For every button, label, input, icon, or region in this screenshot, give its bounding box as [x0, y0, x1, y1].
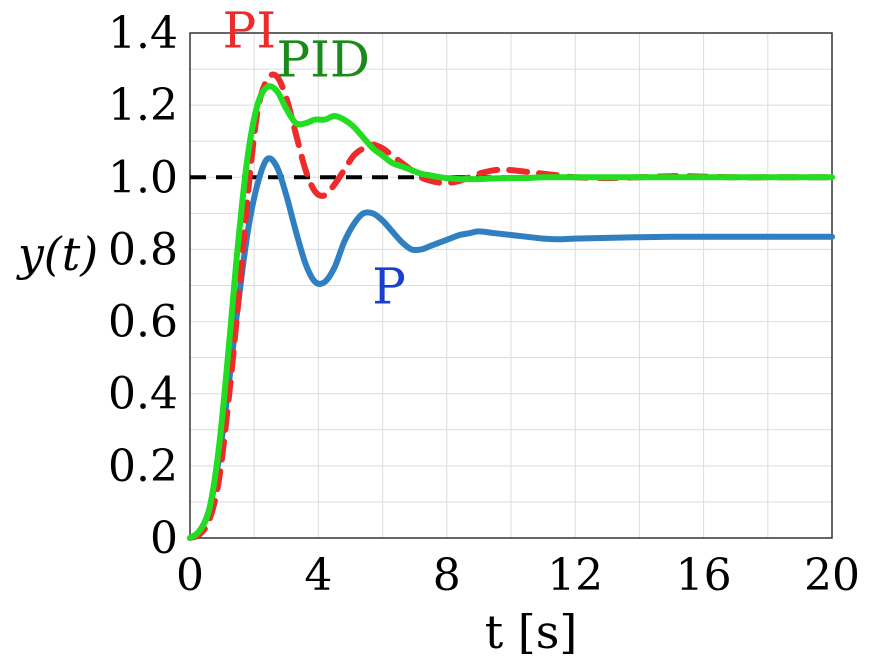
x-tick-label: 20: [804, 550, 860, 601]
series-line-p: [187, 155, 835, 541]
y-tick-label: 1.0: [108, 152, 178, 203]
x-tick-label: 16: [676, 550, 732, 601]
series-label-pi: PI: [223, 1, 276, 59]
x-tick-label: 12: [547, 550, 603, 601]
y-tick-label: 0.8: [108, 224, 178, 275]
series-label-p: P: [372, 258, 406, 316]
series-group: [187, 71, 835, 541]
tick-labels: 0 4 8 12 16 20 0 0.2 0.4 0.6 0.8 1.0 1.2 1.4: [108, 8, 860, 601]
x-tick-label: 4: [304, 550, 332, 601]
y-tick-label: 0.2: [108, 441, 178, 492]
y-tick-label: 0.4: [108, 369, 178, 420]
y-tick-label: 0: [150, 513, 178, 564]
series-line-pid: [187, 83, 835, 541]
x-tick-label: 0: [176, 550, 204, 601]
series-annotations: PI PID P: [223, 1, 406, 315]
x-axis-label: t [s]: [485, 605, 578, 659]
y-tick-label: 1.2: [108, 80, 178, 131]
y-axis-label: y(t): [16, 227, 98, 281]
series-label-pid: PID: [276, 30, 369, 88]
x-tick-label: 8: [433, 550, 461, 601]
plot-frame: [189, 32, 833, 539]
y-tick-label: 1.4: [108, 8, 178, 59]
y-tick-label: 0.6: [108, 297, 178, 348]
